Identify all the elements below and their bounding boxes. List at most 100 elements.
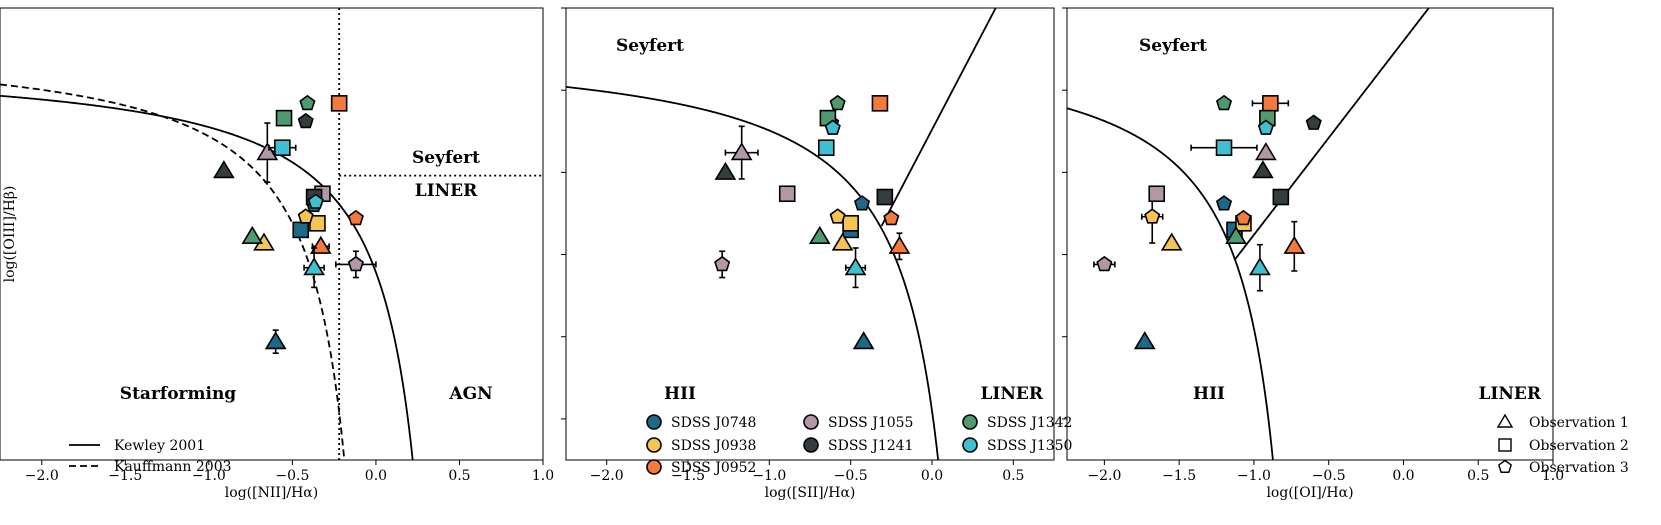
panel2-xtick-label: 0.0 [921, 468, 943, 484]
legend-observation-label-3: Observation 3 [1529, 460, 1629, 476]
point-j0938-obs1 [831, 232, 854, 251]
point-j1241-obs2 [876, 188, 894, 206]
point-j1055-obs3 [1096, 255, 1113, 272]
point-j1055-obs1 [1255, 142, 1277, 161]
panel3-plot-area [1067, 8, 1430, 460]
legend-swatch-j1342 [962, 414, 978, 430]
panel3-xtick-label: −1.5 [1162, 468, 1196, 484]
region-label-liner: LINER [980, 384, 1043, 404]
point-j1055-obs1 [256, 142, 279, 161]
legend-label-j1342: SDSS J1342 [987, 415, 1072, 431]
legend-square-marker [1498, 438, 1512, 452]
point-j1350-obs2 [1215, 139, 1233, 157]
point-j1342-obs2 [275, 109, 293, 127]
region-label-hii: HII [1193, 384, 1225, 404]
point-j0952-obs2 [330, 95, 348, 112]
panel3-points [1093, 94, 1322, 350]
point-j1055-obs3 [714, 255, 731, 272]
point-j0952-obs1 [309, 235, 332, 254]
panel2-xtick-label: 0.5 [1002, 468, 1024, 484]
panel1-xtick-label: −1.0 [192, 468, 226, 484]
kewley-oi-curve [1067, 107, 1274, 460]
point-j0952-obs2 [1262, 95, 1279, 112]
legend-label-j1350: SDSS J1350 [987, 438, 1072, 454]
legend-swatch-j1241 [803, 437, 819, 453]
point-j1055-obs3 [347, 255, 364, 272]
panel1-xtick-label: 0.0 [365, 468, 387, 484]
point-j1241-obs1 [213, 160, 235, 179]
legend-swatch-j0938 [646, 437, 662, 453]
kauffmann-2003-curve [0, 83, 346, 460]
point-j0748-obs1 [852, 331, 875, 350]
panel2-points [714, 94, 911, 350]
panel3-xtick-label: 0.0 [1392, 468, 1414, 484]
legend-label-j0952: SDSS J0952 [671, 460, 756, 476]
legend-swatch-j1350 [962, 437, 978, 453]
point-j0938-obs2 [842, 215, 859, 232]
region-label-seyfert: Seyfert [616, 36, 684, 56]
legend-swatch-j0952 [646, 459, 662, 475]
panel2-xtick-label: −1.5 [671, 468, 705, 484]
region-label-starforming: Starforming [120, 384, 237, 404]
point-j1342-obs1 [241, 225, 264, 245]
point-j1350-obs1 [1249, 257, 1271, 276]
region-label-agn: AGN [448, 384, 492, 404]
legend-label-j0748: SDSS J0748 [671, 415, 756, 431]
legend-label-j1055: SDSS J1055 [828, 415, 913, 431]
kewley-sii-curve [566, 86, 940, 460]
point-j1350-obs3 [824, 119, 841, 135]
panel2-xlabel: log([SII]/Hα) [765, 485, 856, 501]
point-j0952-obs1 [888, 235, 911, 254]
legend-observation-1 [1496, 413, 1514, 428]
legend-observation-label-2: Observation 2 [1529, 438, 1629, 454]
point-j0952-obs2 [871, 95, 889, 112]
seyfert-liner-line [880, 8, 997, 227]
point-j1342-obs3 [1215, 94, 1233, 111]
panel1-xtick-label: −0.5 [275, 468, 309, 484]
panel1-xtick-label: 0.5 [448, 468, 470, 484]
point-j0938-obs3 [297, 208, 314, 224]
panel1-frame [0, 7, 544, 461]
point-j0748-obs1 [264, 331, 287, 350]
point-j0952-obs3 [1235, 209, 1252, 226]
point-j0748-obs3 [853, 195, 871, 211]
point-j0952-obs1 [1283, 235, 1306, 254]
legend-kewley-label: Kewley 2001 [114, 438, 205, 454]
panel3-frame [1066, 7, 1554, 461]
seyfert-liner-line [1233, 8, 1430, 261]
point-j0938-obs3 [1144, 208, 1161, 224]
region-label-liner: LINER [415, 181, 478, 201]
legend-observation-3 [1497, 459, 1513, 473]
legend-label-j1241: SDSS J1241 [828, 438, 913, 454]
point-j0952-obs3 [347, 209, 364, 226]
point-j1241-obs2 [1272, 188, 1290, 206]
point-j0952-obs3 [883, 209, 900, 226]
region-label-seyfert: Seyfert [1139, 36, 1207, 56]
point-j0748-obs2 [292, 221, 310, 239]
panel3-xtick-label: −0.5 [1312, 468, 1346, 484]
point-j1350-obs2 [817, 139, 835, 157]
panel1-plot-area [0, 8, 543, 460]
legend-triangle-marker [1496, 413, 1514, 428]
legend-observation-label-1: Observation 1 [1529, 415, 1629, 431]
panel2-frame [565, 7, 1055, 461]
point-j1350-obs2 [274, 139, 291, 157]
region-label-liner: LINER [1478, 384, 1541, 404]
point-j1350-obs1 [844, 257, 867, 276]
legend-label-j0938: SDSS J0938 [671, 438, 756, 454]
legend-pentagon-marker [1497, 459, 1513, 473]
point-j1241-obs1 [1252, 160, 1274, 179]
panel1-ylabel: log([OIII]/Hβ) [2, 186, 18, 283]
legend-swatch-j0748 [646, 414, 662, 430]
point-j1350-obs3 [307, 193, 324, 209]
panel3-xtick-label: 1.0 [1542, 468, 1564, 484]
point-j1241-obs3 [297, 112, 314, 129]
point-j0938-obs1 [1160, 232, 1183, 251]
region-label-hii: HII [664, 384, 696, 404]
panel1-points [213, 94, 377, 354]
point-j0938-obs3 [829, 208, 846, 224]
point-j0748-obs1 [1133, 331, 1156, 350]
point-j1342-obs3 [299, 94, 316, 111]
point-j1342-obs3 [829, 94, 846, 111]
